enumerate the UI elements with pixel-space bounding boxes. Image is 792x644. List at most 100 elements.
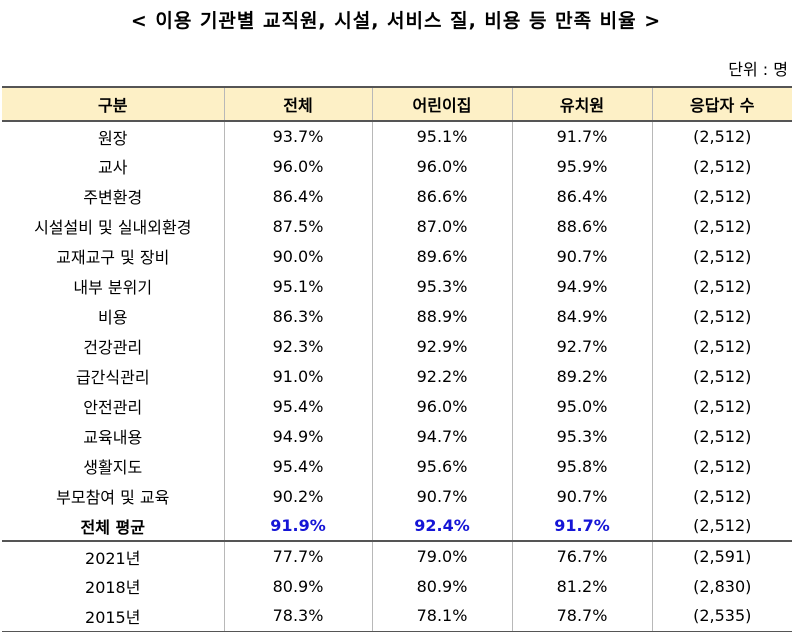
cell-kindergarten: 92.7% [511, 331, 652, 361]
row-label: 원장 [98, 128, 128, 148]
row-label: 교사 [98, 158, 128, 177]
cell-daycare: 96.0% [371, 151, 512, 181]
cell-daycare: 95.1% [371, 121, 512, 151]
table-row: 시설설비 및 실내외환경 87.5% 87.0% 88.6% (2,512) [2, 211, 792, 241]
row-label: 2021년 [85, 548, 141, 568]
cell-kindergarten: 95.9% [511, 151, 652, 181]
row-label: 주변환경 [83, 188, 143, 207]
row-label: 비용 [98, 308, 128, 327]
cell-daycare: 92.2% [371, 361, 512, 391]
table-row: 2018년 80.9% 80.9% 81.2% (2,830) [2, 571, 792, 601]
cell-respondents: (2,512) [651, 301, 792, 331]
satisfaction-table: 구분 전체 어린이집 유치원 응답자 수 원장 93.7% 95.1% 91.7% (2… [2, 86, 792, 632]
cell-kindergarten: 91.7% [511, 121, 652, 151]
row-label: 안전관리 [83, 398, 143, 417]
cell-respondents: (2,512) [651, 331, 792, 361]
row-label: 교재교구 및 장비 [56, 248, 170, 267]
cell-kindergarten: 88.6% [511, 211, 652, 241]
cell-kindergarten: 84.9% [511, 301, 652, 331]
header-kindergarten: 유치원 [511, 86, 652, 122]
table-row: 생활지도 95.4% 95.6% 95.8% (2,512) [2, 451, 792, 481]
table-row: 교사 96.0% 96.0% 95.9% (2,512) [2, 151, 792, 181]
cell-respondents: (2,512) [651, 151, 792, 181]
cell-total: 95.4% [223, 391, 372, 421]
cell-kindergarten: 95.0% [511, 391, 652, 421]
cell-daycare: 80.9% [371, 571, 512, 601]
cell-daycare: 87.0% [371, 211, 512, 241]
table-row: 건강관리 92.3% 92.9% 92.7% (2,512) [2, 331, 792, 361]
cell-daycare: 92.4% [371, 511, 512, 542]
header-total: 전체 [223, 86, 372, 122]
cell-kindergarten: 90.7% [511, 241, 652, 271]
row-label: 교육내용 [83, 428, 143, 447]
cell-daycare: 90.7% [371, 481, 512, 511]
cell-kindergarten: 94.9% [511, 271, 652, 301]
cell-respondents: (2,512) [651, 421, 792, 451]
cell-total: 90.2% [223, 481, 372, 511]
cell-daycare: 79.0% [371, 541, 512, 571]
cell-respondents: (2,512) [651, 481, 792, 511]
table-row: 교육내용 94.9% 94.7% 95.3% (2,512) [2, 421, 792, 451]
cell-total: 94.9% [223, 421, 372, 451]
cell-total: 95.1% [223, 271, 372, 301]
cell-total: 91.9% [223, 511, 372, 542]
table-row: 급간식관리 91.0% 92.2% 89.2% (2,512) [2, 361, 792, 391]
cell-kindergarten: 91.7% [511, 511, 652, 542]
unit-label: 단위 : 명 [728, 60, 788, 79]
cell-total: 77.7% [223, 541, 372, 571]
cell-total: 80.9% [223, 571, 372, 601]
cell-daycare: 95.3% [371, 271, 512, 301]
row-label: 건강관리 [83, 338, 143, 357]
cell-kindergarten: 89.2% [511, 361, 652, 391]
row-label: 부모참여 및 교육 [56, 488, 170, 507]
cell-total: 93.7% [223, 121, 372, 151]
cell-total: 86.3% [223, 301, 372, 331]
cell-daycare: 89.6% [371, 241, 512, 271]
cell-respondents: (2,512) [651, 271, 792, 301]
cell-respondents: (2,591) [651, 541, 792, 571]
cell-daycare: 92.9% [371, 331, 512, 361]
cell-total: 78.3% [223, 601, 372, 632]
cell-daycare: 88.9% [371, 301, 512, 331]
cell-respondents: (2,512) [651, 391, 792, 421]
row-label: 2015년 [2, 601, 224, 632]
header-daycare: 어린이집 [371, 86, 512, 122]
row-label: 생활지도 [83, 458, 143, 477]
cell-total: 90.0% [223, 241, 372, 271]
cell-total: 96.0% [223, 151, 372, 181]
row-label: 2018년 [85, 578, 141, 597]
cell-kindergarten: 95.3% [511, 421, 652, 451]
cell-kindergarten: 86.4% [511, 181, 652, 211]
table-row: 비용 86.3% 88.9% 84.9% (2,512) [2, 301, 792, 331]
table-row: 2015년 78.3% 78.1% 78.7% (2,535) [2, 601, 792, 632]
cell-respondents: (2,512) [651, 241, 792, 271]
table-row: 주변환경 86.4% 86.6% 86.4% (2,512) [2, 181, 792, 211]
row-label: 시설설비 및 실내외환경 [34, 218, 192, 237]
page-title: < 이용 기관별 교직원, 시설, 서비스 질, 비용 등 만족 비율 > [130, 10, 662, 32]
cell-respondents: (2,512) [651, 361, 792, 391]
cell-kindergarten: 76.7% [511, 541, 652, 571]
cell-total: 87.5% [223, 211, 372, 241]
cell-respondents: (2,512) [651, 511, 792, 542]
cell-respondents: (2,535) [651, 601, 792, 632]
cell-total: 86.4% [223, 181, 372, 211]
table-row: 원장 93.7% 95.1% 91.7% (2,512) [2, 121, 792, 151]
cell-total: 91.0% [223, 361, 372, 391]
table-row: 내부 분위기 95.1% 95.3% 94.9% (2,512) [2, 271, 792, 301]
cell-kindergarten: 81.2% [511, 571, 652, 601]
table-header-row: 구분 전체 어린이집 유치원 응답자 수 [2, 86, 792, 122]
table-row: 안전관리 95.4% 96.0% 95.0% (2,512) [2, 391, 792, 421]
table-row: 2021년 77.7% 79.0% 76.7% (2,591) [2, 541, 792, 571]
cell-respondents: (2,830) [651, 571, 792, 601]
cell-respondents: (2,512) [651, 181, 792, 211]
cell-respondents: (2,512) [651, 211, 792, 241]
cell-kindergarten: 95.8% [511, 451, 652, 481]
cell-respondents: (2,512) [651, 121, 792, 151]
row-label: 전체 평균 [2, 511, 224, 542]
cell-daycare: 86.6% [371, 181, 512, 211]
table-row: 교재교구 및 장비 90.0% 89.6% 90.7% (2,512) [2, 241, 792, 271]
table-row: 전체 평균 91.9% 92.4% 91.7% (2,512) [2, 511, 792, 542]
cell-total: 95.4% [223, 451, 372, 481]
cell-daycare: 96.0% [371, 391, 512, 421]
cell-kindergarten: 78.7% [511, 601, 652, 632]
